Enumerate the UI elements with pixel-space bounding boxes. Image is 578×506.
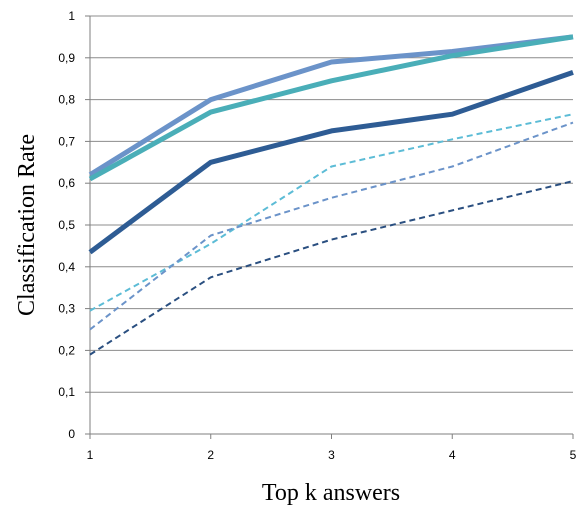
axes bbox=[85, 15, 574, 439]
series-line-2 bbox=[88, 34, 574, 182]
series-line-3 bbox=[88, 70, 574, 255]
y-tick-label: 0,8 bbox=[58, 93, 75, 107]
y-tick-label: 0,1 bbox=[58, 385, 75, 399]
series-line-5 bbox=[89, 121, 574, 331]
y-tick-label: 0,3 bbox=[58, 302, 75, 316]
x-tick-label: 5 bbox=[570, 448, 577, 462]
series-line-6 bbox=[89, 180, 574, 356]
y-tick-label: 1 bbox=[68, 9, 75, 23]
series-line-1 bbox=[88, 34, 574, 177]
y-tick-label: 0,9 bbox=[58, 51, 75, 65]
x-tick-label: 3 bbox=[328, 448, 335, 462]
x-tick-label: 1 bbox=[87, 448, 94, 462]
x-tick-label: 2 bbox=[207, 448, 214, 462]
gridlines bbox=[90, 15, 573, 393]
y-tick-label: 0,4 bbox=[58, 260, 75, 274]
y-tick-label: 0,7 bbox=[58, 134, 75, 148]
y-tick-label: 0,6 bbox=[58, 176, 75, 190]
x-tick-label: 4 bbox=[449, 448, 456, 462]
series-line-4 bbox=[89, 113, 574, 312]
series-lines bbox=[88, 34, 574, 356]
y-axis-title: Classification Rate bbox=[14, 134, 40, 316]
y-tick-label: 0,5 bbox=[58, 218, 75, 232]
y-tick-label: 0,2 bbox=[58, 343, 75, 357]
tick-labels: 0 0,1 0,2 0,3 0,4 0,5 0,6 0,7 0,8 0,9 1 1 2 3 4 5 bbox=[58, 9, 576, 462]
y-tick-label: 0 bbox=[68, 427, 75, 441]
x-axis-title: Top k answers bbox=[262, 480, 400, 506]
